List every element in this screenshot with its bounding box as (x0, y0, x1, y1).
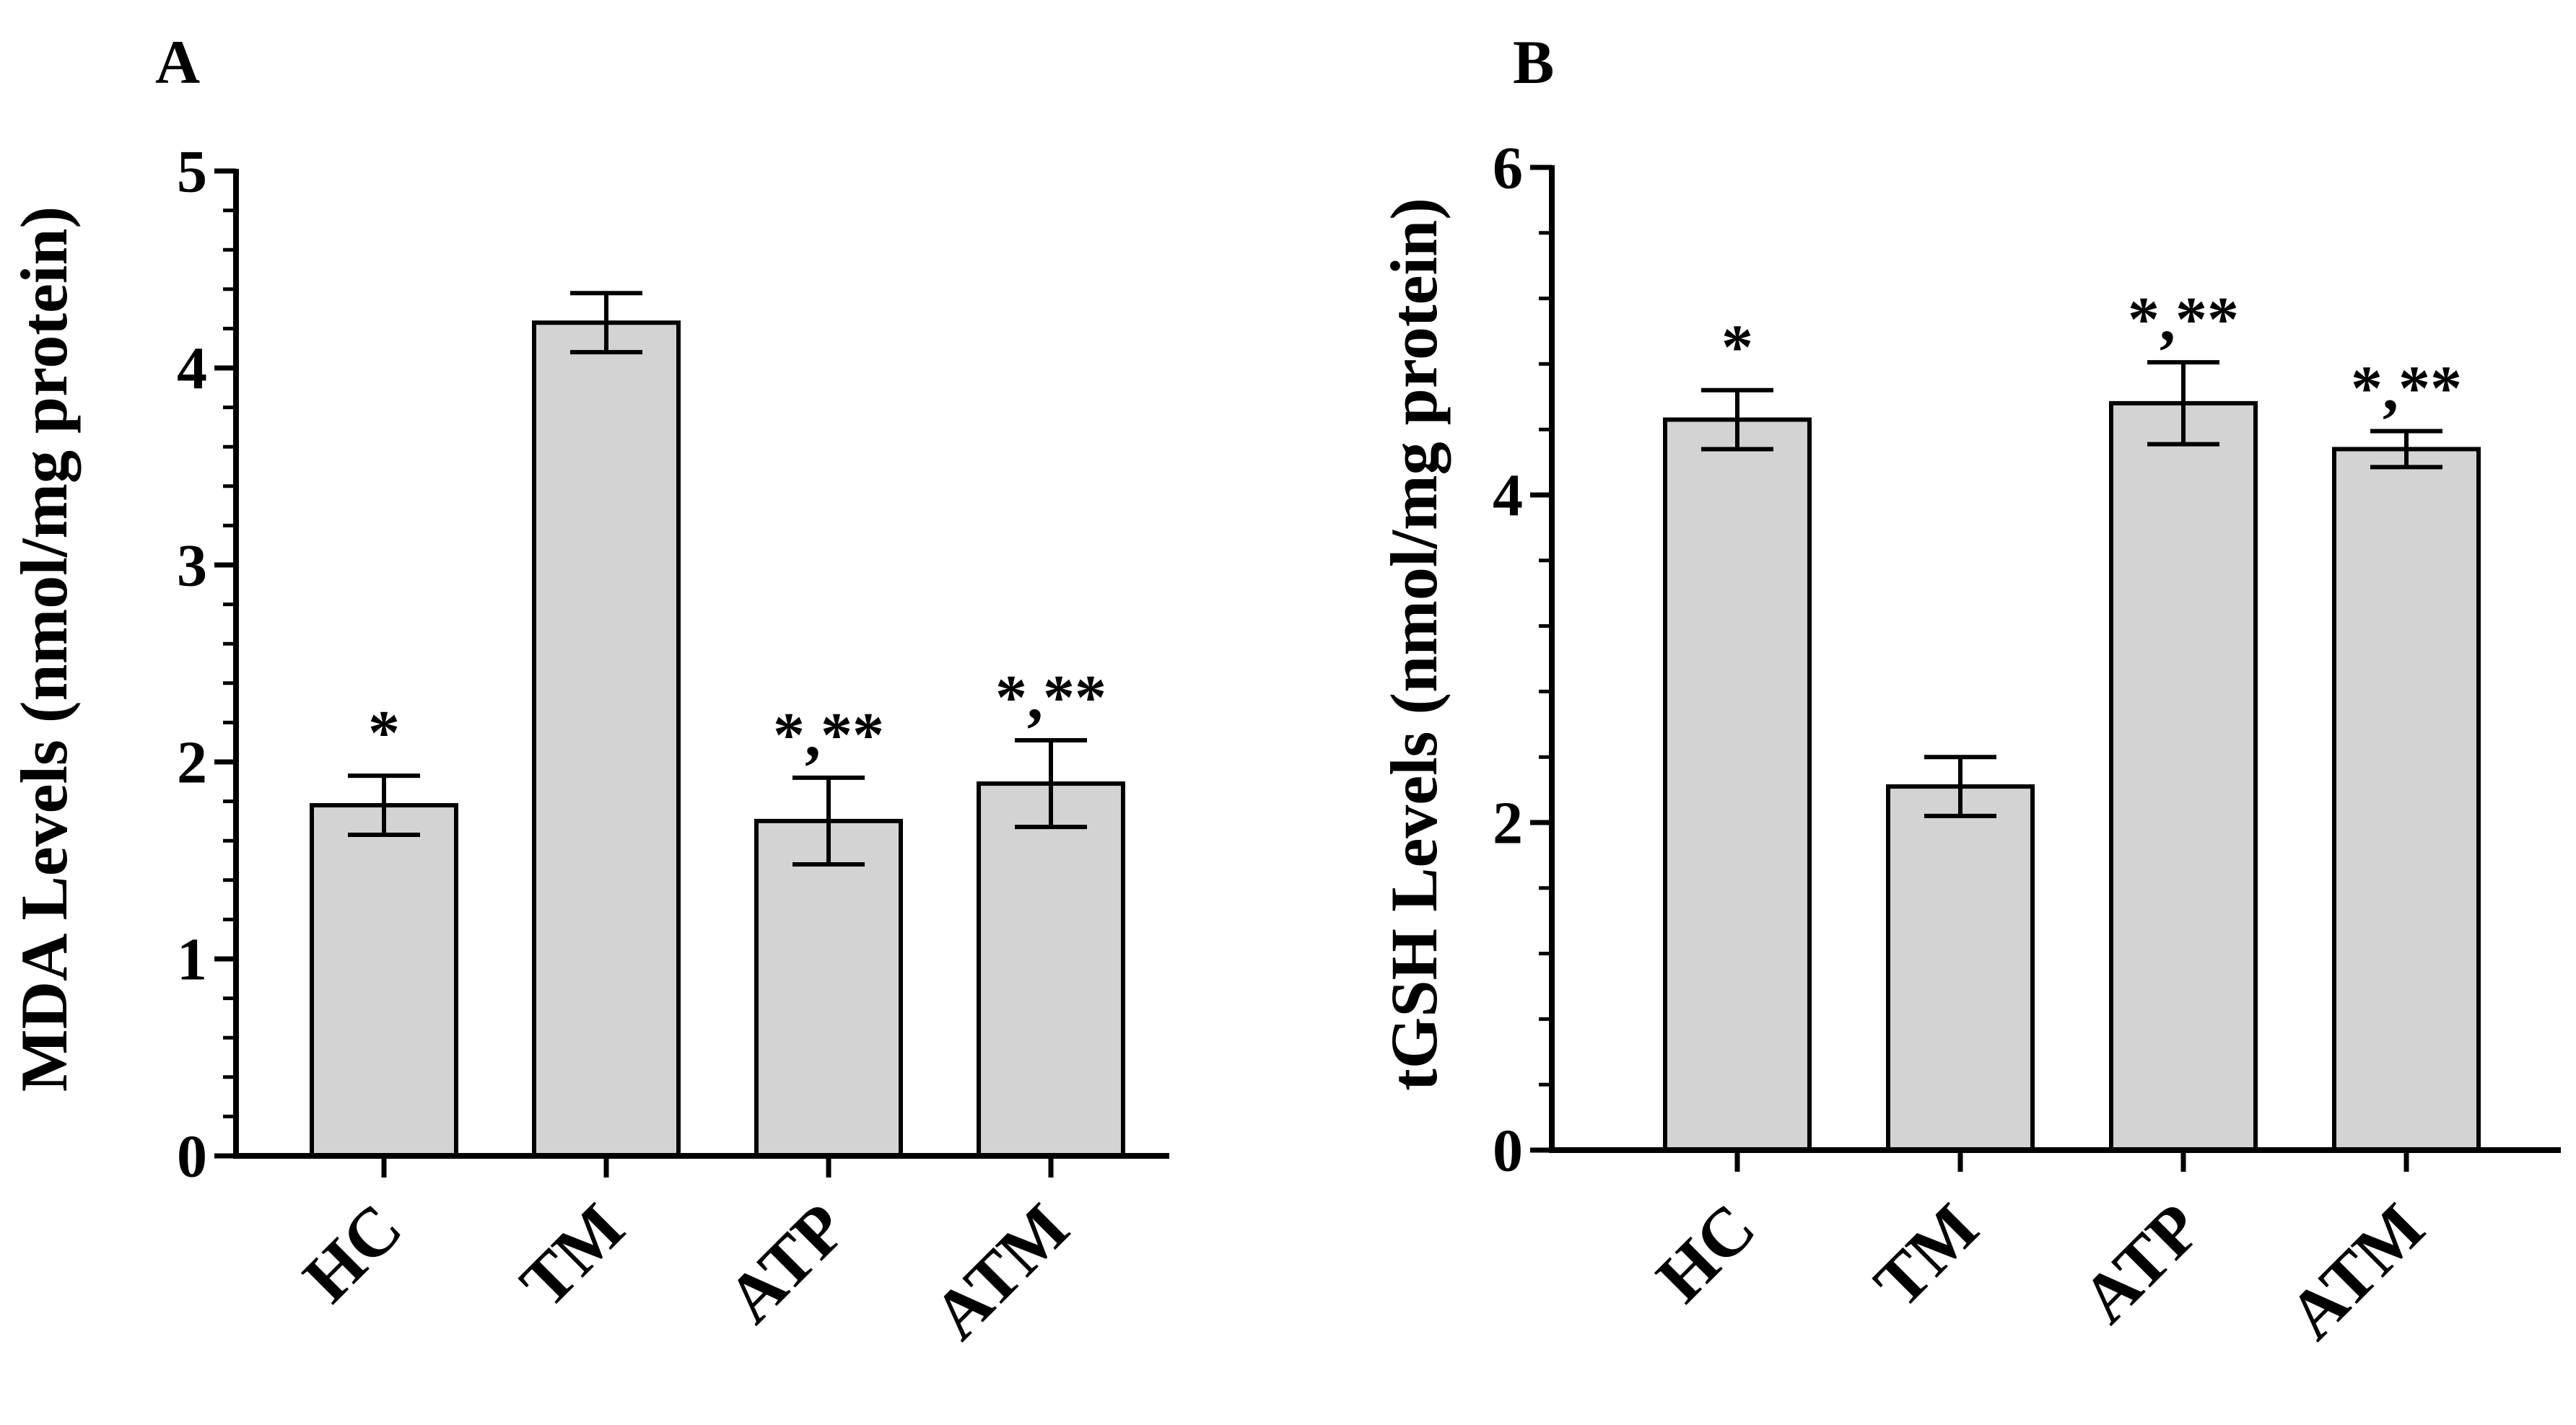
y-axis-title: MDA Levels (nmol/mg protein) (7, 206, 81, 1092)
panel-label: B (1513, 27, 1554, 97)
y-tick-label: 4 (177, 336, 207, 403)
y-tick-label: 2 (1493, 790, 1523, 857)
x-tick-label: HC (1641, 1188, 1769, 1316)
significance-marker: *,** (773, 701, 884, 771)
significance-marker: * (368, 698, 400, 768)
bar (754, 818, 903, 1159)
significance-marker: *,** (2351, 354, 2462, 424)
y-tick-label: 5 (177, 139, 207, 206)
x-tick-label: TM (505, 1188, 639, 1322)
y-tick-label: 0 (177, 1123, 207, 1191)
x-tick-label: HC (288, 1188, 416, 1316)
bar (532, 320, 681, 1159)
y-tick-label: 6 (1493, 135, 1523, 202)
bar (977, 781, 1125, 1158)
y-tick-label: 3 (177, 532, 207, 600)
x-tick-label: ATP (2066, 1188, 2215, 1337)
bar (310, 803, 458, 1159)
y-tick-label: 4 (1493, 462, 1523, 530)
significance-marker: *,** (2128, 285, 2239, 355)
y-tick-label: 2 (177, 729, 207, 797)
bar (2109, 400, 2258, 1152)
x-tick-label: TM (1859, 1188, 1993, 1322)
x-tick-label: ATM (918, 1188, 1083, 1354)
bar (1886, 784, 2035, 1153)
bar (1663, 417, 1812, 1152)
significance-marker: * (1721, 313, 1753, 383)
y-axis-title: tGSH Levels (nmol/mg protein) (1377, 198, 1451, 1091)
x-tick-label: ATP (712, 1188, 860, 1337)
y-tick-label: 0 (1493, 1118, 1523, 1185)
x-tick-label: ATM (2274, 1188, 2439, 1354)
significance-marker: *,** (995, 663, 1106, 733)
y-tick-label: 1 (177, 926, 207, 994)
panel-a: A MDA Levels (nmol/mg protein) * *,** *,** 0 1… (7, 27, 1169, 1354)
bar (2332, 447, 2481, 1152)
panel-label: A (155, 27, 200, 97)
